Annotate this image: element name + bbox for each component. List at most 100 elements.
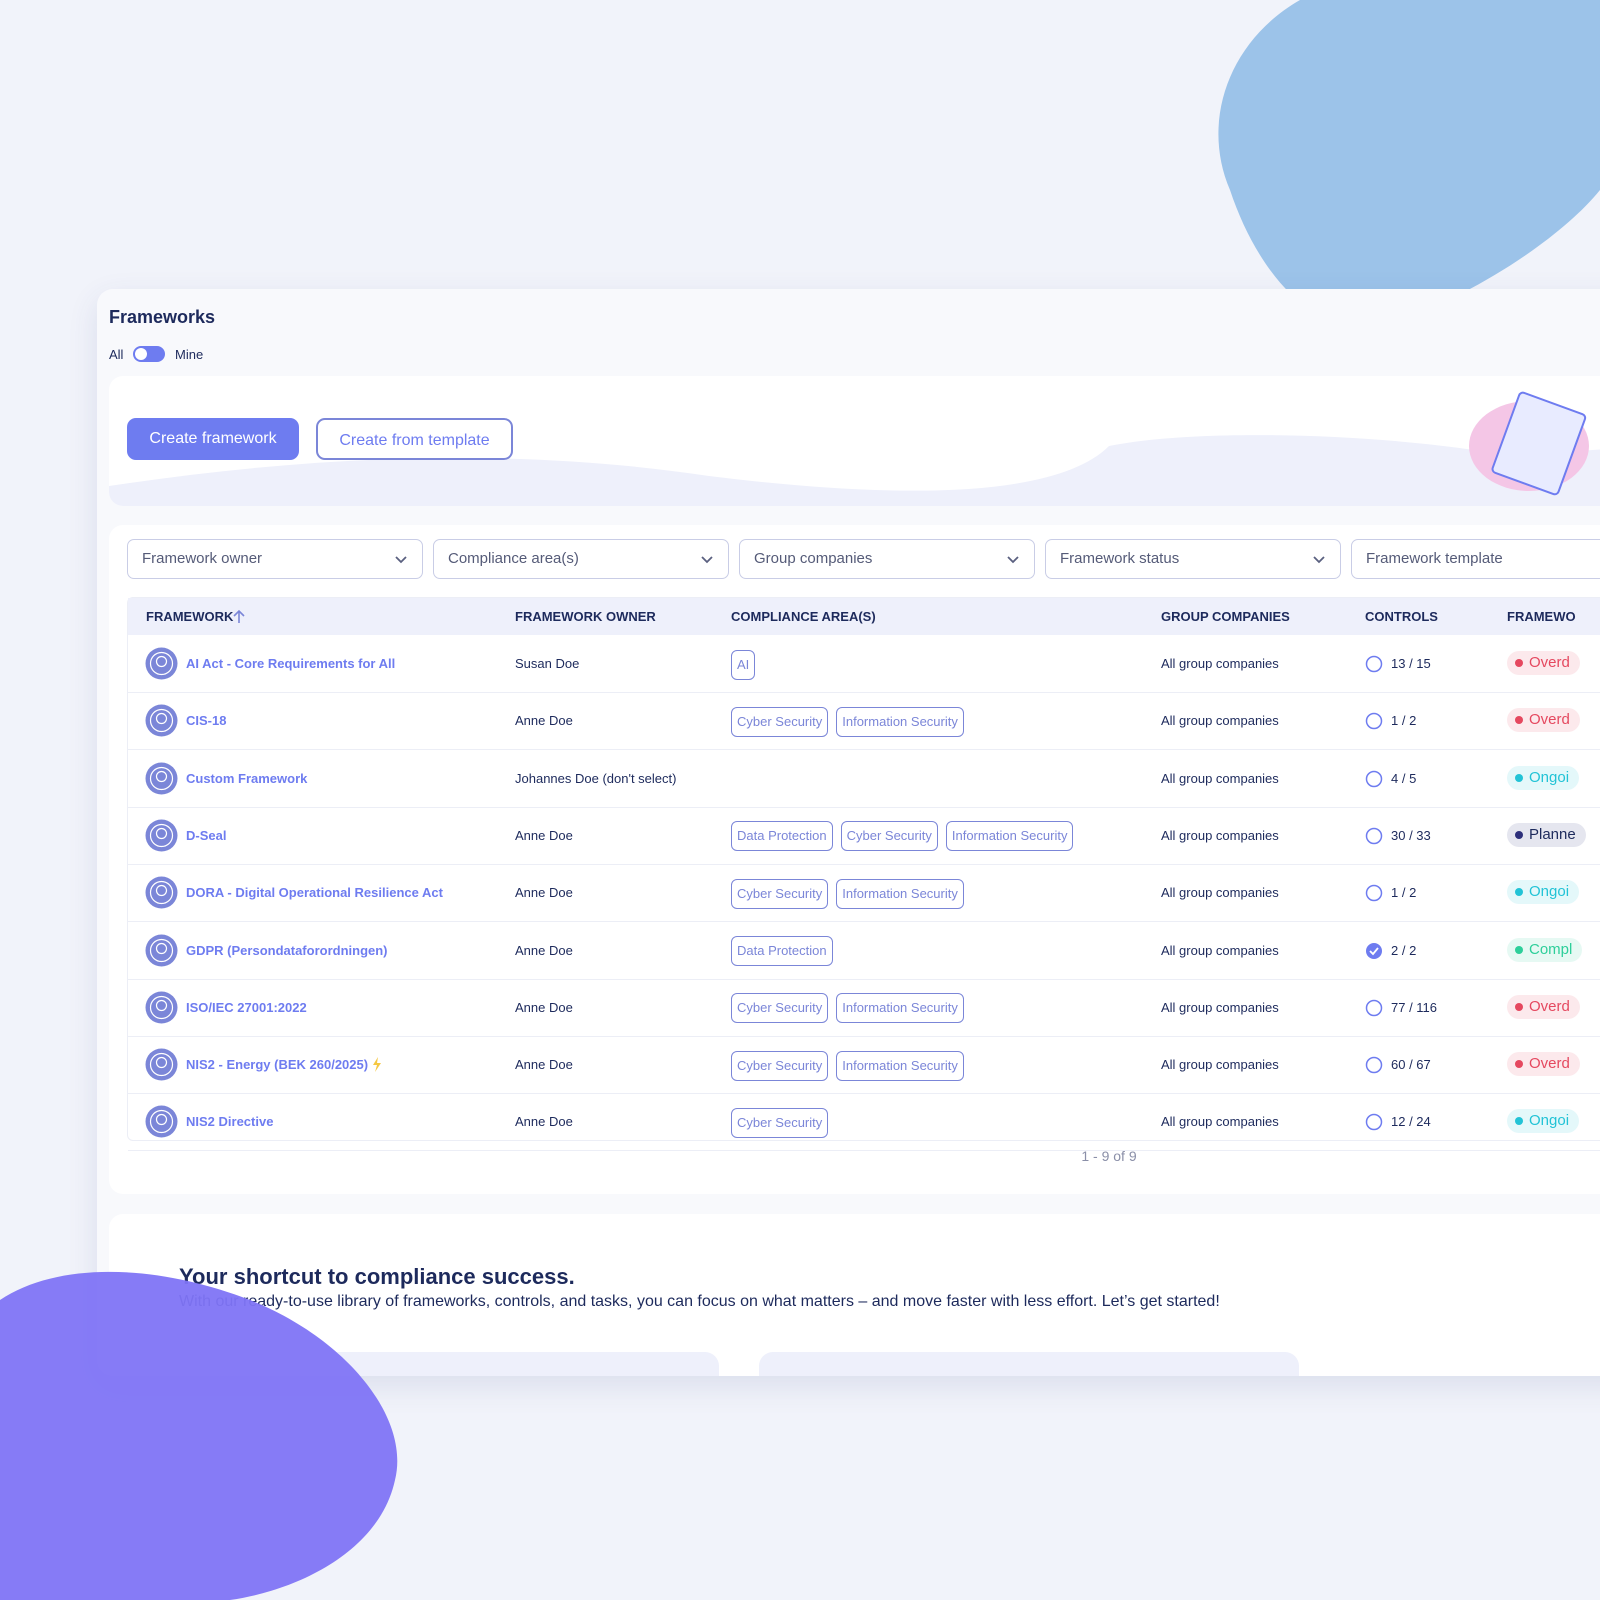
framework-icon [145,647,178,680]
status-pill: Overd [1507,994,1580,1019]
status-dot [1515,773,1523,782]
framework-name[interactable]: Custom Framework [186,770,308,786]
framework-icon [145,1048,178,1081]
controls: 12 / 24 [1391,1114,1431,1130]
owner: Anne Doe [515,999,573,1015]
area-tag: Information Security [836,706,964,737]
framework-name[interactable]: DORA - Digital Operational Resilience Ac… [186,885,443,901]
table-row[interactable]: GDPR (Persondataforordningen) Anne Doe Dat… [128,922,1600,980]
table-header: FRAMEWORK FRAMEWORK OWNER COMPLIANCE AREA(… [128,598,1600,635]
status-pill: Overd [1507,1052,1580,1077]
status-pill: Ongoi [1507,765,1580,790]
owner: Susan Doe [515,656,580,671]
areas: Cyber Security Information Security [731,692,972,749]
status-dot [1515,945,1523,954]
controls-icon [1365,827,1383,845]
group-companies: All group companies [1161,942,1279,958]
group-companies: All group companies [1161,770,1279,786]
framework-name[interactable]: CIS-18 [186,713,227,729]
column-header: COMPLIANCE AREA(S) [731,609,876,624]
column-header: CONTROLS [1365,609,1438,624]
area-tag: Information Security [945,821,1074,852]
table-panel: Framework owner Compliance area(s) Group c… [109,525,1600,1194]
status-dot [1515,659,1523,667]
status-dot [1515,716,1523,725]
table-row[interactable]: NIS2 Directive Anne Doe Cyber Security All … [128,1093,1600,1152]
filter-dropdown[interactable]: Framework template [1351,539,1600,579]
owner: Johannes Doe (don't select) [515,770,677,786]
areas: AI [731,635,763,692]
owner: Anne Doe [515,827,573,843]
area-tag: AI [731,649,756,680]
area-tag: Information Security [836,878,964,909]
sort-icon[interactable] [232,609,246,625]
group-companies: All group companies [1161,1114,1279,1130]
area-tag: Information Security [836,1050,964,1081]
areas: Cyber Security Information Security [731,1036,972,1093]
status-pill: Planne [1507,822,1586,847]
filter-label: Compliance area(s) [448,550,579,567]
controls: 4 / 5 [1391,770,1417,786]
area-tag: Information Security [836,993,964,1024]
table-row[interactable]: AI Act - Core Requirements for All Susan … [128,635,1600,693]
controls-icon [1365,1056,1383,1074]
column-header: FRAMEWORK OWNER [515,609,656,624]
status-pill: Overd [1507,651,1580,675]
table-row[interactable]: Custom Framework Johannes Doe (don't sele… [128,750,1600,808]
filter-label: Framework status [1060,550,1180,567]
framework-name[interactable]: ISO/IEC 27001:2022 [186,999,307,1015]
filter-dropdown[interactable]: Framework status [1045,539,1341,579]
table-row[interactable]: CIS-18 Anne Doe Cyber Security Information … [128,692,1600,751]
status-pill: Ongoi [1507,880,1580,905]
table-row[interactable]: NIS2 - Energy (BEK 260/2025) Anne Doe Cybe… [128,1036,1600,1095]
create-framework-button[interactable]: Create framework [127,418,299,460]
filter-dropdown[interactable]: Group companies [739,539,1035,579]
controls-icon [1365,1114,1383,1131]
area-tag: Cyber Security [840,821,938,852]
area-tag: Cyber Security [731,878,829,909]
status-pill: Compl [1507,937,1583,962]
area-tag: Cyber Security [731,993,829,1024]
promo-card [179,1352,719,1376]
owner: Anne Doe [515,942,573,958]
table-row[interactable]: D-Seal Anne Doe Data Protection Cyber Secur… [128,807,1600,865]
framework-icon [145,819,178,852]
group-companies: All group companies [1161,713,1279,729]
toggle-label: Mine [175,347,204,362]
status-pill: Overd [1507,708,1580,733]
controls: 77 / 116 [1391,999,1438,1015]
table-row[interactable]: ISO/IEC 27001:2022 Anne Doe Cyber Security… [128,979,1600,1037]
filter-label: Framework owner [142,550,263,567]
filter-label: Framework template [1366,550,1503,567]
areas: Cyber Security [731,1093,836,1150]
area-tag: Data Protection [731,936,833,967]
create-from-template-button[interactable]: Create from template [316,418,513,460]
toggle-switch[interactable] [133,346,165,362]
areas: Data Protection Cyber Security Information… [731,807,1081,864]
framework-name[interactable]: D-Seal [186,827,227,843]
framework-name[interactable]: GDPR (Persondataforordningen) [186,942,388,958]
column-header[interactable]: FRAMEWORK [146,609,234,624]
table-row[interactable]: DORA - Digital Operational Resilience Ac… [128,864,1600,923]
group-companies: All group companies [1161,999,1279,1015]
owner: Anne Doe [515,1114,573,1130]
group-companies: All group companies [1161,1057,1279,1073]
filter-dropdown[interactable]: Compliance area(s) [433,539,729,579]
controls-icon [1365,884,1383,902]
framework-name[interactable]: NIS2 - Energy (BEK 260/2025) [186,1057,369,1073]
area-tag: Data Protection [731,821,833,852]
toggle-label: All [109,347,124,362]
filter-dropdown[interactable]: Framework owner [127,539,423,579]
panel-wave [109,391,1600,506]
group-companies: All group companies [1161,885,1279,901]
status-dot [1515,830,1523,839]
controls-icon [1366,942,1382,959]
bolt-icon [373,1057,381,1073]
areas: Cyber Security Information Security [731,979,972,1036]
framework-icon [145,762,178,795]
status-dot [1515,888,1523,897]
framework-name[interactable]: AI Act - Core Requirements for All [186,656,396,671]
framework-name[interactable]: NIS2 Directive [186,1114,274,1130]
status-dot [1515,1002,1523,1011]
